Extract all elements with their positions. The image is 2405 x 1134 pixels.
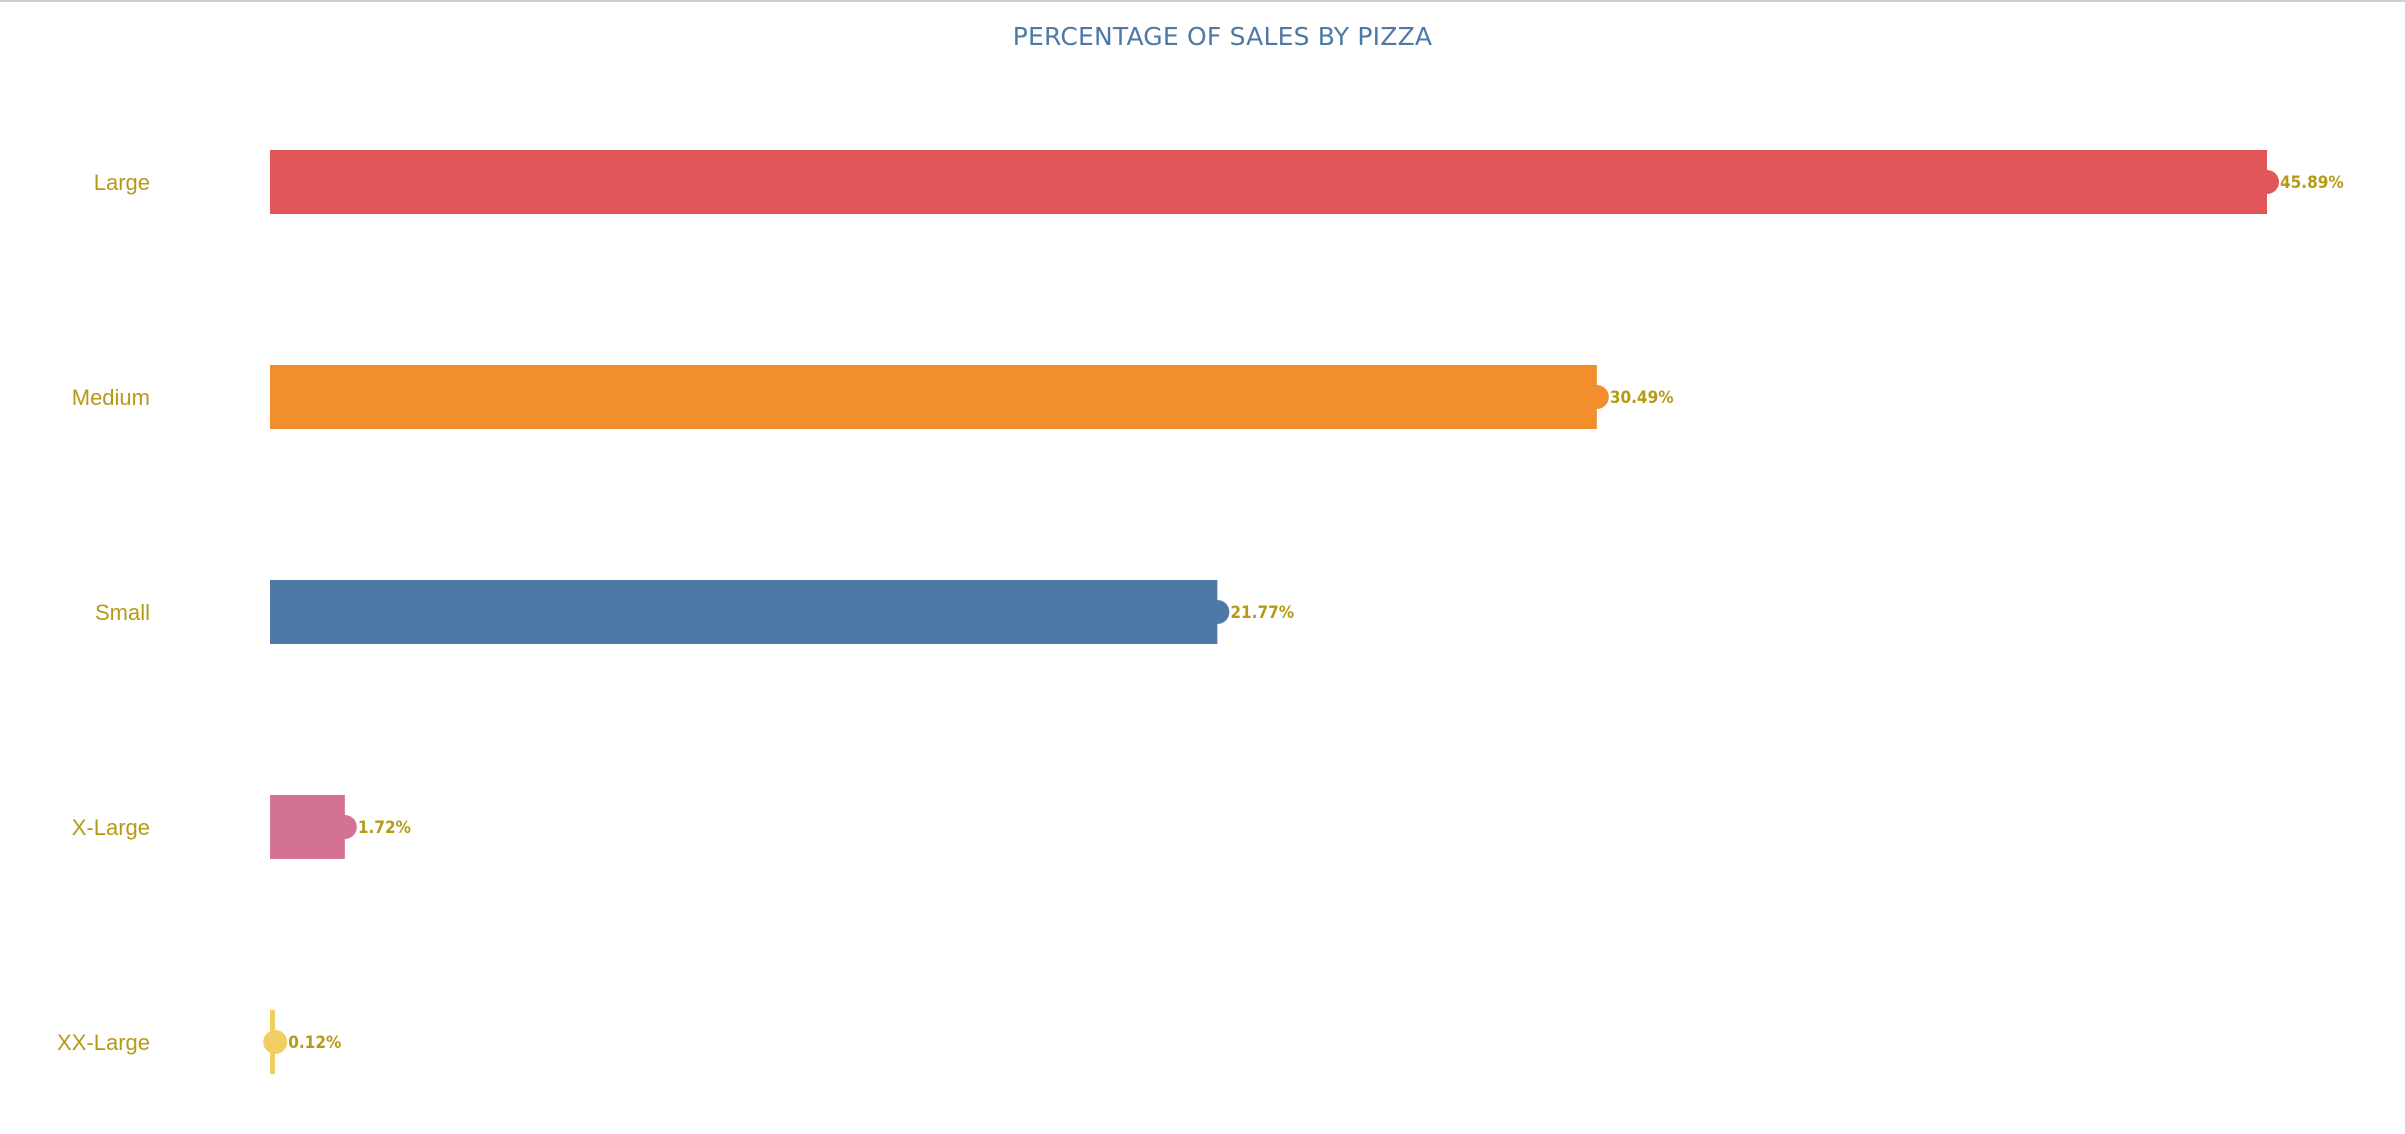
category-label: X-Large [72,815,150,840]
chart-title: PERCENTAGE OF SALES BY PIZZA [1012,22,1433,51]
bar [270,365,1597,429]
top-divider [0,0,2405,2]
bar [270,795,345,859]
category-label: Small [95,600,150,625]
value-label: 21.77% [1230,603,1294,623]
category-label: Large [94,170,150,195]
value-label: 45.89% [2280,173,2344,193]
value-label: 30.49% [1610,388,1674,408]
bar-end-dot [332,815,357,839]
bar-end-dot [2255,170,2279,194]
category-label: Medium [72,385,150,410]
value-label: 0.12% [288,1033,341,1053]
bar-end-dot [1205,600,1230,624]
value-label: 1.72% [358,818,411,838]
category-label: XX-Large [57,1030,150,1055]
bar [270,150,2267,214]
bar-end-dot [1584,385,1609,409]
bar [270,580,1218,644]
bar-end-dot [263,1030,288,1054]
